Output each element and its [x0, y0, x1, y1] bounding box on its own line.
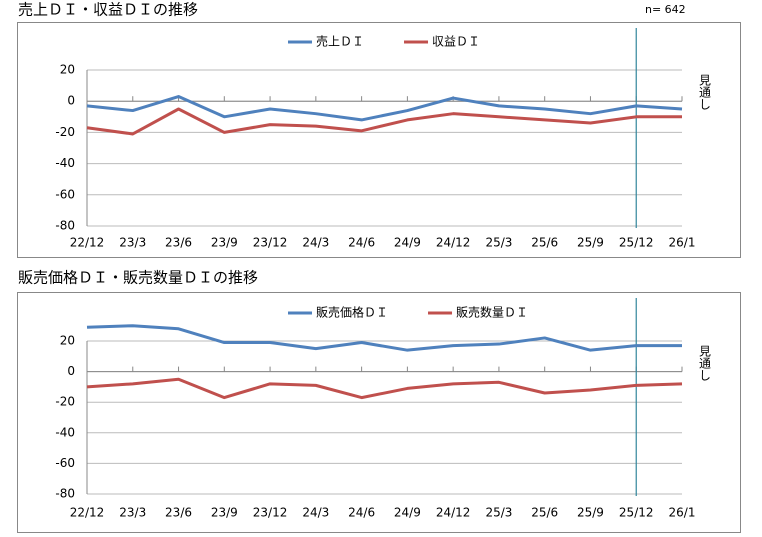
x-tick-label: 24/6 [348, 236, 375, 250]
y-tick-label: 20 [60, 63, 75, 77]
x-tick-label: 23/12 [253, 236, 288, 250]
x-tick-label: 25/6 [531, 506, 558, 520]
chart-title: 売上ＤＩ・収益ＤＩの推移 [18, 1, 198, 19]
x-tick-label: 26/1 [669, 506, 696, 520]
x-tick-label: 24/9 [394, 236, 421, 250]
x-tick-label: 23/6 [165, 236, 192, 250]
x-tick-label: 23/12 [253, 506, 288, 520]
sample-size: n= 642 [645, 3, 686, 16]
x-tick-label: 25/9 [577, 236, 604, 250]
y-tick-label: 0 [67, 364, 75, 378]
x-tick-label: 22/12 [70, 236, 105, 250]
y-tick-label: -80 [55, 487, 75, 501]
x-tick-label: 24/6 [348, 506, 375, 520]
data-line [86, 95, 683, 122]
x-tick-label: 24/9 [394, 506, 421, 520]
y-tick-label: 20 [60, 334, 75, 348]
x-tick-label: 25/12 [619, 236, 654, 250]
x-tick-label: 26/1 [669, 236, 696, 250]
x-tick-label: 25/3 [485, 236, 512, 250]
x-tick-label: 24/3 [302, 236, 329, 250]
y-tick-label: -60 [55, 187, 75, 201]
legend-label: 売上ＤＩ [316, 34, 364, 49]
data-line [86, 377, 683, 400]
data-line [86, 107, 682, 136]
x-tick-label: 23/9 [211, 506, 238, 520]
x-tick-label: 25/9 [577, 506, 604, 520]
forecast-label: 見通し [698, 74, 712, 110]
data-line [86, 324, 682, 352]
legend-label: 収益ＤＩ [432, 35, 480, 49]
y-tick-label: -60 [55, 456, 75, 470]
chart-frame [17, 22, 741, 258]
forecast-label: 見通し [698, 345, 712, 381]
x-tick-label: 23/3 [119, 506, 146, 520]
legend-label: 販売価格ＤＩ [316, 305, 388, 320]
chart-frame [17, 292, 741, 533]
x-tick-label: 24/3 [302, 506, 329, 520]
x-tick-label: 24/12 [436, 506, 471, 520]
chart-title: 販売価格ＤＩ・販売数量ＤＩの推移 [18, 269, 258, 287]
x-tick-label: 23/3 [119, 236, 146, 250]
y-tick-label: 0 [67, 94, 75, 108]
legend-label: 販売数量ＤＩ [456, 305, 528, 320]
x-tick-label: 25/3 [485, 506, 512, 520]
x-tick-label: 22/12 [70, 506, 105, 520]
y-tick-label: -40 [55, 156, 75, 170]
x-tick-label: 24/12 [436, 236, 471, 250]
x-tick-label: 25/6 [531, 236, 558, 250]
x-tick-label: 23/6 [165, 506, 192, 520]
y-tick-label: -20 [55, 395, 75, 409]
y-tick-label: -40 [55, 425, 75, 439]
y-tick-label: -20 [55, 125, 75, 139]
y-tick-label: -80 [55, 219, 75, 233]
x-tick-label: 25/12 [619, 506, 654, 520]
x-tick-label: 23/9 [211, 236, 238, 250]
